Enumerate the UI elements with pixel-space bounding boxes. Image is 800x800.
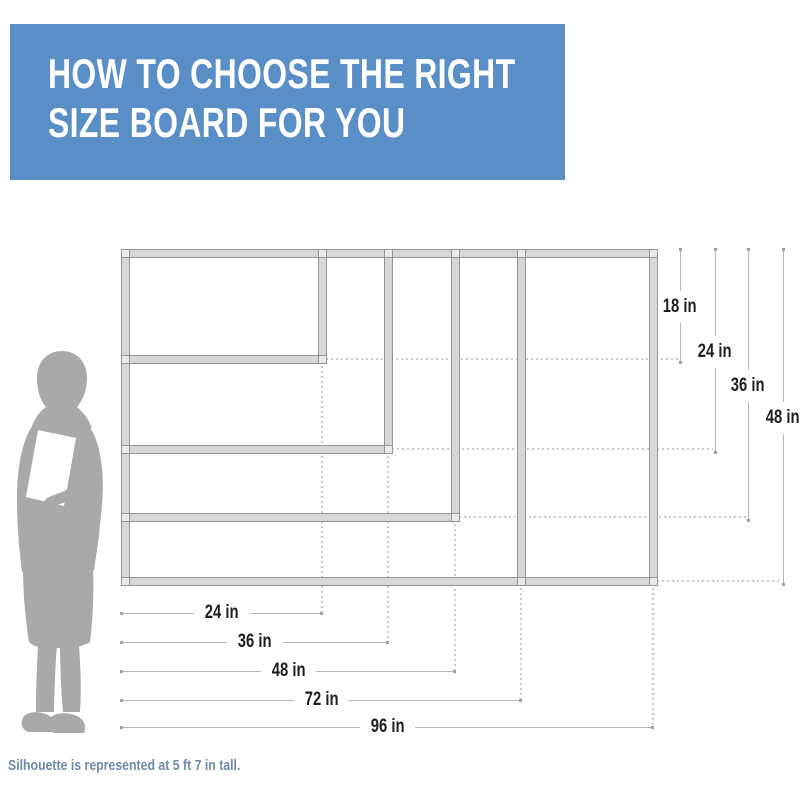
title-line-1: HOW TO CHOOSE THE RIGHT xyxy=(48,50,516,97)
guide-width-72 xyxy=(520,583,522,700)
width-dimension-24: 24 in xyxy=(122,602,322,624)
width-dimension-36: 36 in xyxy=(122,631,388,653)
board-72x48-corner-2 xyxy=(121,577,130,586)
board-24x18-corner-1 xyxy=(318,249,327,258)
dimension-end-tick xyxy=(714,451,717,454)
width-dimension-label: 24 in xyxy=(205,602,239,623)
board-48x36-corner-2 xyxy=(121,513,130,522)
board-72x48-corner-1 xyxy=(517,249,526,258)
dimension-end-tick xyxy=(747,248,750,251)
board-36x24-corner-1 xyxy=(384,249,393,258)
guide-width-36 xyxy=(387,451,389,642)
dimension-end-tick xyxy=(453,670,456,673)
dimension-end-tick xyxy=(320,612,323,615)
dimension-line xyxy=(747,401,749,521)
width-dimension-label: 96 in xyxy=(370,716,405,737)
guide-height-36 xyxy=(459,516,746,518)
dimension-line xyxy=(714,367,716,453)
dimension-end-tick xyxy=(679,361,682,364)
dimension-line xyxy=(316,670,455,672)
board-48x36-corner-1 xyxy=(451,249,460,258)
dimension-line xyxy=(782,250,784,402)
guide-height-18 xyxy=(326,358,678,360)
title-line-2: SIZE BOARD FOR YOU xyxy=(48,99,406,146)
height-dimension-label: 24 in xyxy=(698,340,732,362)
height-dimension-18: 18 in xyxy=(658,250,702,363)
dimension-end-tick xyxy=(519,699,522,702)
dimension-line xyxy=(747,250,749,370)
dimension-end-tick xyxy=(782,248,785,251)
board-36x24-corner-2 xyxy=(121,445,130,454)
dimension-line xyxy=(782,433,784,585)
width-dimension-label: 36 in xyxy=(238,631,272,652)
dimension-end-tick xyxy=(120,612,123,615)
guide-height-24 xyxy=(392,448,713,450)
dimension-end-tick xyxy=(120,641,123,644)
dimension-end-tick xyxy=(120,699,123,702)
dimension-end-tick xyxy=(651,726,654,729)
dimension-end-tick xyxy=(782,583,785,586)
silhouette-shoe-left xyxy=(21,712,55,732)
dimension-line xyxy=(122,670,261,672)
board-36x24-corner-3 xyxy=(384,445,393,454)
silhouette-head xyxy=(31,351,92,433)
board-96x48-corner-3 xyxy=(649,577,658,586)
dimension-line xyxy=(415,726,653,728)
width-dimension-label: 72 in xyxy=(304,689,339,710)
height-dimension-label: 18 in xyxy=(663,295,697,317)
dimension-end-tick xyxy=(386,641,389,644)
dimension-line xyxy=(679,322,681,363)
width-dimension-96: 96 in xyxy=(122,716,653,738)
board-72x48-corner-3 xyxy=(517,577,526,586)
title-banner: HOW TO CHOOSE THE RIGHT SIZE BOARD FOR Y… xyxy=(10,24,565,180)
silhouette-forearm xyxy=(43,460,102,507)
dimension-line xyxy=(714,250,716,336)
height-dimension-48: 48 in xyxy=(761,250,800,585)
silhouette-skirt xyxy=(23,566,94,649)
dimension-end-tick xyxy=(120,670,123,673)
silhouette-shoe-right xyxy=(47,713,86,733)
dimension-end-tick xyxy=(120,726,123,729)
dimension-line xyxy=(122,726,360,728)
height-dimension-label: 48 in xyxy=(766,406,800,428)
dimension-line xyxy=(122,612,195,614)
silhouette-folder xyxy=(26,430,76,506)
guide-width-24 xyxy=(321,361,323,613)
guide-width-96 xyxy=(652,583,654,727)
width-dimension-label: 48 in xyxy=(271,660,306,681)
board-24x18-corner-2 xyxy=(121,355,130,364)
board-24x18-corner-0 xyxy=(121,249,130,258)
dimension-line xyxy=(679,250,681,291)
dimension-line xyxy=(122,641,228,643)
board-96x48-corner-1 xyxy=(649,249,658,258)
dimension-line xyxy=(282,641,388,643)
dimension-line xyxy=(349,699,521,701)
dimension-line xyxy=(249,612,322,614)
silhouette-leg-left xyxy=(36,644,57,712)
silhouette-leg-right xyxy=(60,644,81,712)
guide-height-48 xyxy=(657,580,781,582)
board-24x18-frame xyxy=(122,250,326,363)
height-dimension-24: 24 in xyxy=(693,250,737,453)
dimension-end-tick xyxy=(747,519,750,522)
dimension-end-tick xyxy=(679,248,682,251)
width-dimension-48: 48 in xyxy=(122,660,455,682)
silhouette-caption: Silhouette is represented at 5 ft 7 in t… xyxy=(8,757,241,774)
dimension-line xyxy=(122,699,294,701)
height-dimension-36: 36 in xyxy=(726,250,770,521)
person-silhouette xyxy=(17,351,103,733)
width-dimension-72: 72 in xyxy=(122,689,521,711)
board-48x36-corner-3 xyxy=(451,513,460,522)
board-24x18-corner-3 xyxy=(318,355,327,364)
guide-width-48 xyxy=(454,519,456,671)
dimension-end-tick xyxy=(714,248,717,251)
height-dimension-label: 36 in xyxy=(731,374,765,396)
